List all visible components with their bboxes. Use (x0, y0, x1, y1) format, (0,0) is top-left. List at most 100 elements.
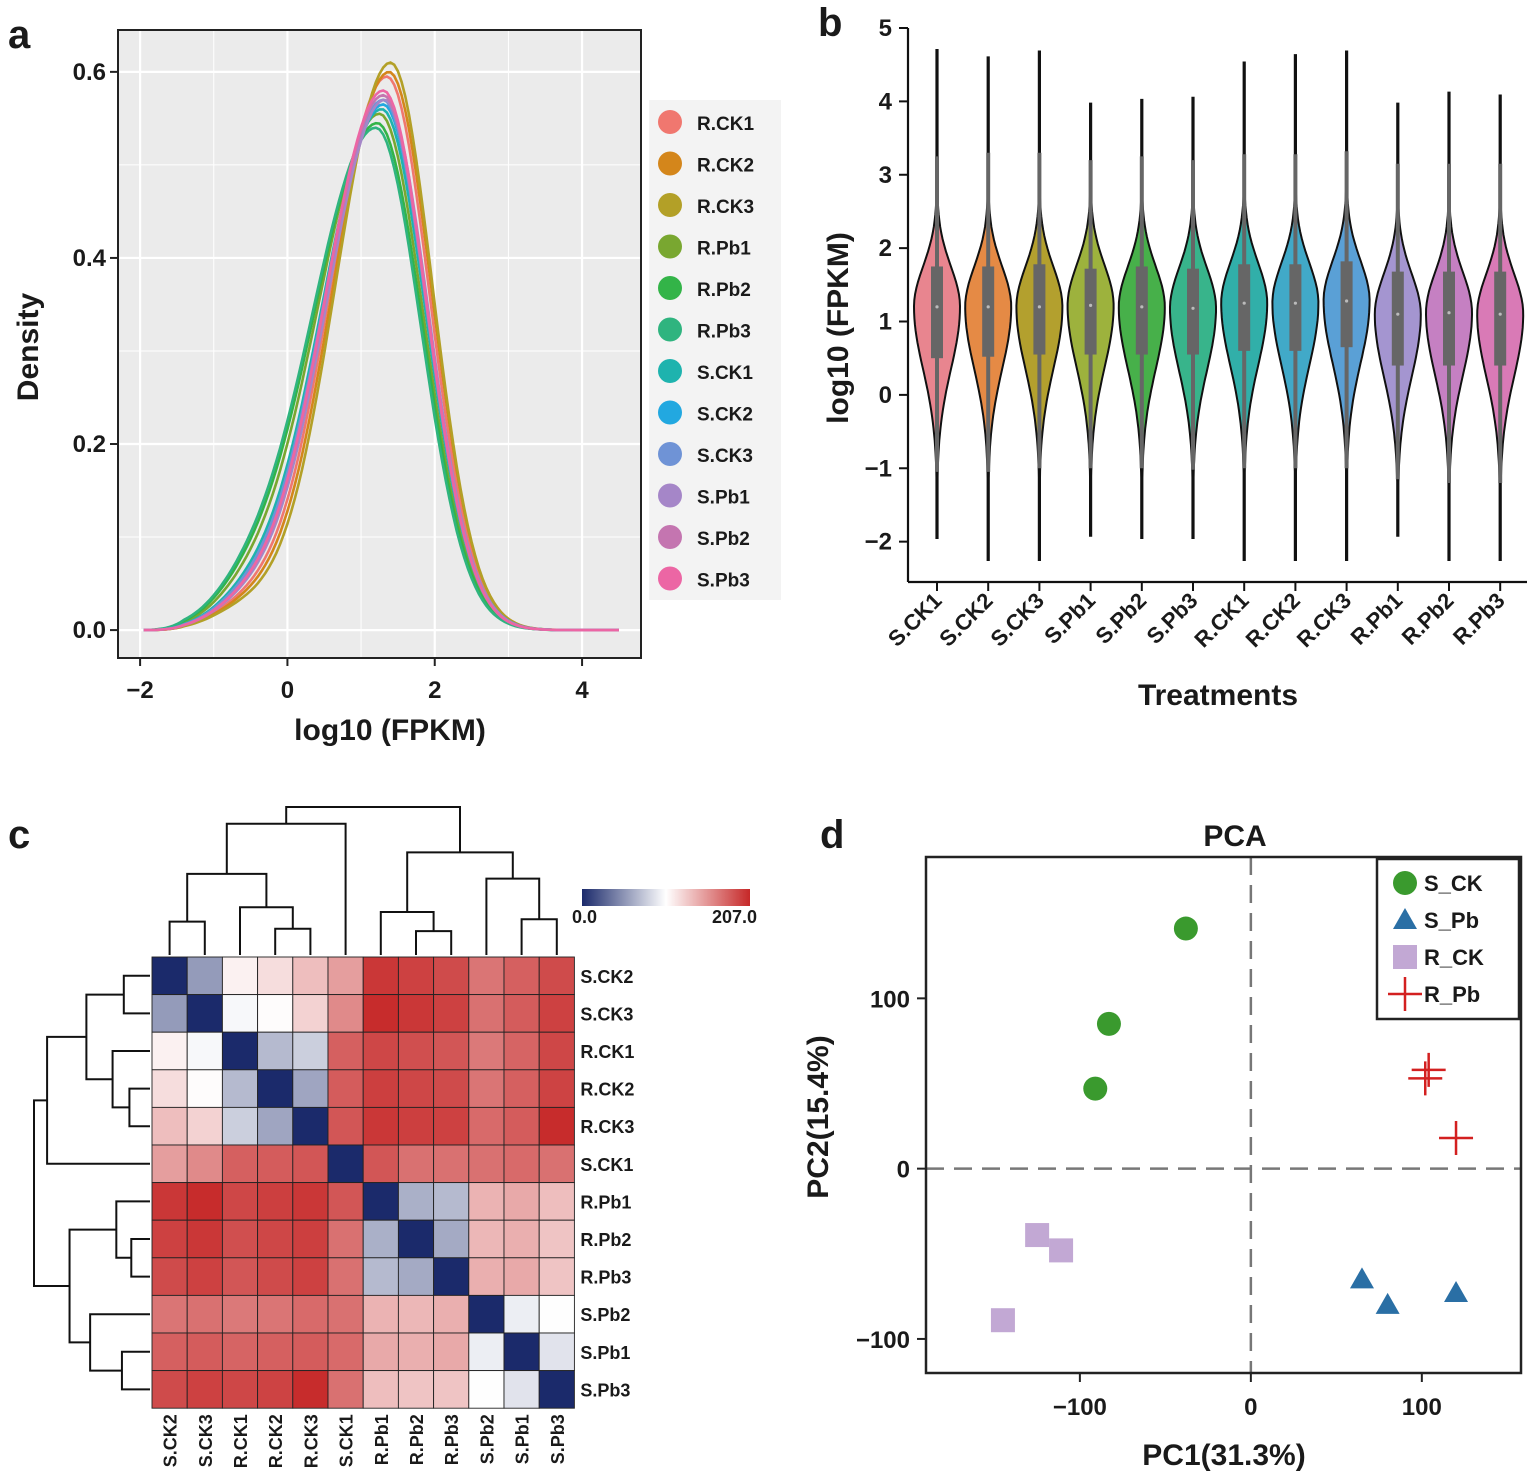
density-legend-swatch-R.Pb2 (658, 276, 682, 300)
pca-y-tick-label: 100 (870, 986, 910, 1013)
heatmap-cell (327, 1219, 364, 1259)
density-legend-label: S.CK2 (697, 405, 753, 426)
heatmap-cell (257, 956, 294, 996)
violin-x-tick-label: R.Pb2 (1397, 588, 1459, 650)
column-dendrogram-branch (406, 851, 514, 913)
density-x-tick-label: 2 (428, 677, 441, 704)
density-legend-swatch-S.Pb3 (658, 566, 682, 591)
heatmap-row-label: S.Pb3 (580, 1380, 630, 1400)
heatmap-cell (292, 1069, 329, 1108)
heatmap-cell (186, 956, 223, 996)
heatmap-cell (292, 1106, 329, 1146)
heatmap-cell (292, 1332, 329, 1372)
violin-plot: −2−1012345S.CK1S.CK2S.CK3S.Pb1S.Pb2S.Pb3… (822, 15, 1527, 712)
density-y-tick-label: 0.6 (73, 59, 106, 86)
violin-median-S.Pb2 (1140, 305, 1144, 309)
density-x-tick-label: 4 (575, 677, 589, 704)
heatmap-cell (397, 1144, 435, 1184)
heatmap-col-label: R.Pb3 (442, 1414, 462, 1465)
heatmap-cell (327, 1370, 364, 1409)
pca-point-S_CK (1173, 916, 1198, 941)
heatmap-cell (257, 1257, 294, 1296)
column-dendrogram-branch (379, 911, 435, 955)
heatmap-cell (538, 1144, 575, 1184)
heatmap-cell (151, 994, 188, 1033)
heatmap-cell (433, 1332, 470, 1372)
heatmap-cell (186, 1294, 223, 1334)
heatmap-cell (503, 1332, 540, 1372)
violin-box-S.CK1 (931, 266, 943, 359)
heatmap-cell (538, 1257, 575, 1296)
heatmap-dendrograms (33, 806, 558, 1391)
heatmap-cell (186, 1106, 223, 1146)
density-legend-swatch-R.Pb3 (658, 317, 682, 342)
violin-x-tick-label: R.Pb3 (1448, 588, 1510, 650)
heatmap-cell (362, 1182, 399, 1221)
heatmap-row-label: S.Pb2 (580, 1305, 630, 1325)
heatmap-cell (221, 1370, 259, 1409)
density-y-tick-label: 0.2 (73, 431, 106, 458)
violin-box-R.Pb2 (1443, 271, 1455, 366)
violin-x-tick-label: R.CK3 (1292, 588, 1356, 652)
column-dendrogram-branch (520, 918, 558, 955)
violin-median-R.CK2 (1293, 301, 1297, 305)
pca-plot-area (926, 857, 1521, 1373)
violin-median-S.CK2 (986, 305, 990, 309)
heatmap-cell (186, 1144, 223, 1184)
pca-legend-label: R_Pb (1424, 982, 1480, 1007)
heatmap-cell (221, 1031, 259, 1071)
heatmap-cell (327, 1182, 364, 1221)
heatmap-col-label: S.Pb1 (513, 1414, 533, 1464)
violin-x-tick-label: S.Pb2 (1090, 588, 1151, 649)
density-y-axis-title: Density (12, 293, 45, 402)
panel-label-c: c (8, 813, 30, 857)
heatmap-cell (257, 1370, 294, 1409)
heatmap-cell (292, 1144, 329, 1184)
heatmap-col-label: R.Pb2 (407, 1414, 427, 1465)
heatmap-row-label: R.Pb2 (580, 1230, 631, 1250)
violin-box-R.CK2 (1289, 264, 1302, 351)
violin-box-R.CK3 (1340, 261, 1353, 348)
heatmap-cell (257, 1106, 294, 1146)
heatmap-cell (433, 1182, 470, 1221)
heatmap-cell (257, 1144, 294, 1184)
density-legend-swatch-S.Pb2 (658, 525, 682, 549)
heatmap-cell (538, 1031, 575, 1071)
density-legend-label: S.Pb1 (697, 488, 750, 509)
heatmap-cell (221, 1219, 259, 1259)
heatmap-cell (362, 956, 399, 996)
colorbar-max-label: 207.0 (712, 907, 757, 927)
heatmap-cell (221, 1294, 259, 1334)
violin-box-S.Pb3 (1187, 268, 1199, 355)
violin-y-axis-title: log10 (FPKM) (822, 232, 855, 424)
heatmap-row-label: R.Pb3 (580, 1268, 631, 1288)
violin-x-tick-label: R.CK2 (1241, 588, 1305, 652)
pca-point-S_CK (1083, 1076, 1108, 1101)
heatmap-row-label: R.CK3 (580, 1117, 634, 1137)
row-dendrogram-branch (33, 1099, 70, 1287)
heatmap-cell (538, 994, 575, 1033)
heatmap-cell (327, 994, 364, 1033)
heatmap-cell (221, 994, 259, 1033)
violin-y-tick-label: 2 (879, 235, 892, 262)
heatmap-cell (433, 1144, 470, 1184)
heatmap-cell (292, 956, 329, 996)
violin-median-R.CK3 (1345, 299, 1349, 303)
heatmap-cell (503, 1106, 540, 1146)
violin-x-tick-label: S.CK2 (934, 588, 997, 651)
violin-y-tick-label: 3 (879, 162, 892, 189)
row-dendrogram-branch (115, 1200, 150, 1259)
heatmap-cell (468, 1332, 505, 1372)
heatmap-cell (292, 1219, 329, 1259)
heatmap-cell (257, 1182, 294, 1221)
heatmap-row-label: S.CK2 (580, 967, 633, 987)
density-x-tick-label: 0 (281, 677, 294, 704)
violin-box-S.CK3 (1033, 264, 1046, 355)
violin-y-tick-label: 5 (879, 15, 892, 42)
heatmap-cell (151, 1332, 188, 1372)
heatmap-cell (362, 1257, 399, 1296)
heatmap-cell (538, 1069, 575, 1108)
pca-y-axis-title: PC2(15.4%) (802, 1035, 835, 1198)
heatmap-cell (186, 994, 223, 1033)
heatmap-cell (538, 1106, 575, 1146)
